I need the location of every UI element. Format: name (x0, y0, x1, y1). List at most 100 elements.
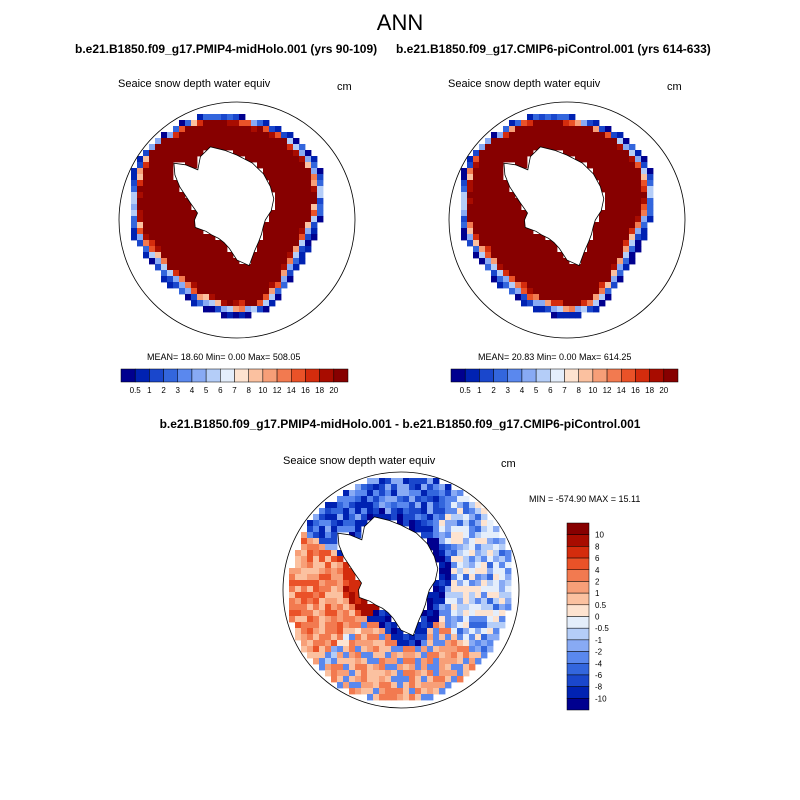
map-cell (469, 622, 476, 629)
map-cell (301, 538, 308, 545)
map-cell (349, 520, 356, 527)
map-cell (325, 556, 332, 563)
map-cell (421, 628, 428, 635)
map-cell (481, 544, 488, 551)
map-cell (355, 580, 362, 587)
map-cell (299, 180, 306, 187)
map-cell (587, 294, 594, 301)
colorbar-tick-label: 7 (562, 386, 567, 395)
map-cell (161, 180, 168, 187)
map-cell (487, 556, 494, 563)
map-cell (325, 538, 332, 545)
map-cell (239, 276, 246, 283)
map-cell (319, 652, 326, 659)
map-cell (487, 622, 494, 629)
map-cell (251, 282, 258, 289)
map-cell (409, 514, 416, 521)
colorbar-tick-label: 12 (603, 386, 612, 395)
map-cell (137, 216, 144, 223)
map-cell (605, 138, 612, 145)
map-cell (467, 156, 474, 163)
map-cell (427, 478, 434, 485)
colorbar-swatch (248, 368, 264, 383)
map-cell (275, 288, 282, 295)
map-cell (221, 312, 228, 319)
map-cell (445, 682, 452, 689)
map-cell (319, 538, 326, 545)
map-cell (491, 174, 498, 181)
map-cell (307, 634, 314, 641)
colorbar-swatch (566, 698, 590, 711)
map-cell (173, 264, 180, 271)
map-cell (281, 204, 288, 211)
map-cell (551, 282, 558, 289)
map-cell (473, 198, 480, 205)
map-cell (491, 192, 498, 199)
map-cell (481, 604, 488, 611)
map-cell (491, 132, 498, 139)
map-cell (445, 580, 452, 587)
map-cell (473, 246, 480, 253)
map-cell (149, 180, 156, 187)
map-cell (487, 574, 494, 581)
map-cell (299, 174, 306, 181)
map-cell (445, 616, 452, 623)
map-cell (397, 694, 404, 701)
map-cell (197, 276, 204, 283)
colorbar-swatch (566, 604, 590, 617)
map-cell (269, 180, 276, 187)
colorbar-tick-label: -8 (595, 683, 603, 692)
colorbar-swatch (566, 639, 590, 652)
map-cell (557, 270, 564, 277)
map-cell (269, 132, 276, 139)
map-cell (343, 574, 350, 581)
map-cell (379, 646, 386, 653)
map-cell (493, 634, 500, 641)
map-cell (239, 294, 246, 301)
map-cell (491, 228, 498, 235)
map-cell (143, 234, 150, 241)
map-cell (481, 556, 488, 563)
map-cell (385, 616, 392, 623)
map-cell (191, 240, 198, 247)
colorbar-swatch (663, 368, 679, 383)
map-cell (269, 210, 276, 217)
map-cell (433, 484, 440, 491)
map-cell (433, 520, 440, 527)
map-cell (361, 610, 368, 617)
map-cell (361, 640, 368, 647)
map-cell (325, 634, 332, 641)
map-cell (409, 658, 416, 665)
map-cell (427, 496, 434, 503)
map-cell (301, 556, 308, 563)
map-cell (533, 300, 540, 307)
map-cell (605, 234, 612, 241)
map-cell (581, 120, 588, 127)
map-cell (497, 204, 504, 211)
map-cell (647, 216, 654, 223)
map-cell (343, 568, 350, 575)
map-cell (173, 150, 180, 157)
map-cell (433, 610, 440, 617)
map-cell (539, 294, 546, 301)
map-cell (149, 186, 156, 193)
map-cell (445, 562, 452, 569)
map-cell (503, 282, 510, 289)
map-cell (337, 598, 344, 605)
map-cell (361, 688, 368, 695)
map-cell (319, 658, 326, 665)
map-cell (301, 586, 308, 593)
map-cell (545, 126, 552, 133)
map-cell (445, 652, 452, 659)
map-cell (467, 192, 474, 199)
map-cell (421, 670, 428, 677)
map-cell (167, 210, 174, 217)
map-cell (209, 120, 216, 127)
map-cell (445, 496, 452, 503)
map-cell (605, 258, 612, 265)
map-cell (245, 144, 252, 151)
map-cell (403, 502, 410, 509)
map-cell (197, 288, 204, 295)
map-cell (491, 186, 498, 193)
map-cell (485, 198, 492, 205)
